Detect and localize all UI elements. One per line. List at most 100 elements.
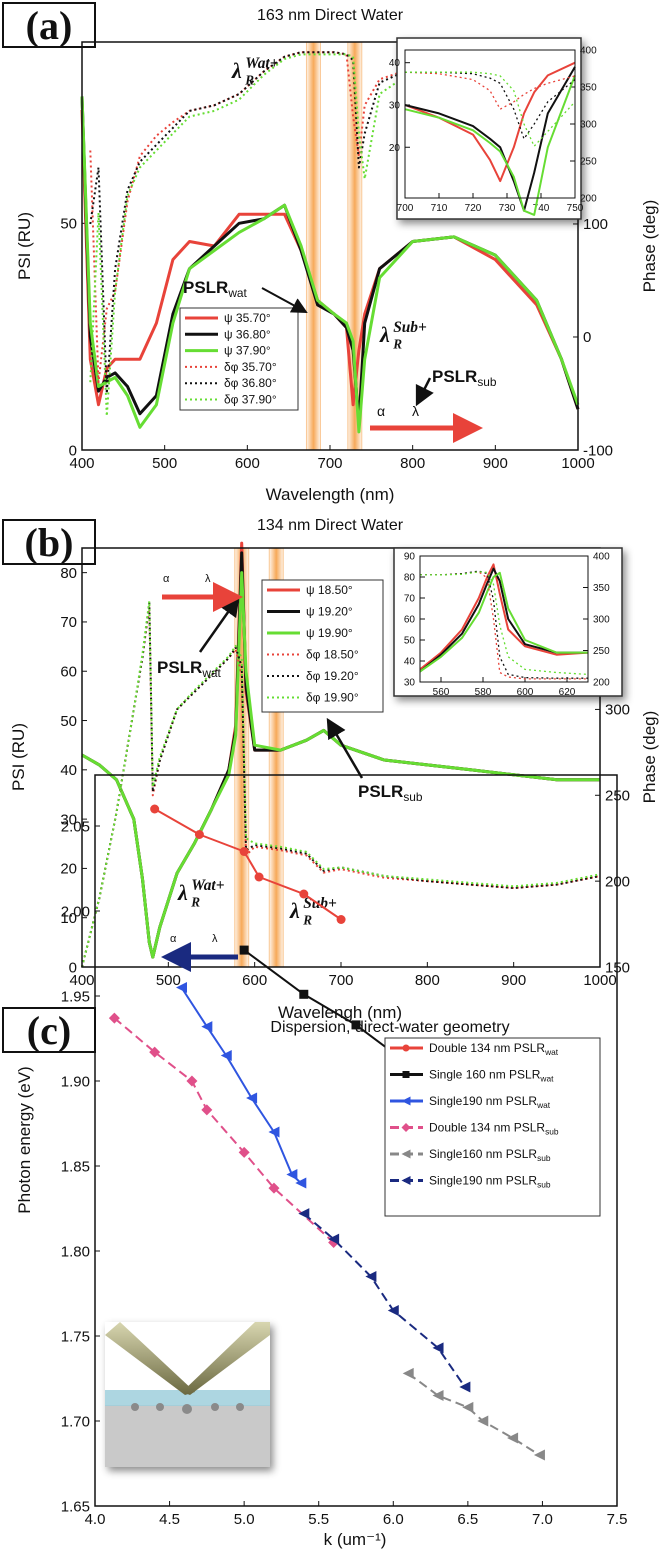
legend-label: δφ 19.20° (306, 669, 359, 683)
point (299, 989, 309, 999)
legend-name: ψ 37.90° (224, 344, 271, 358)
x-axis-label: Wavelength (nm) (266, 485, 395, 504)
y-tick-label: 2.00 (61, 903, 90, 920)
chart-panel: (b) 134 nm Direct Water Wavelengh (nm) PSI … (2, 517, 659, 1022)
y-tick-label: 70 (60, 614, 77, 631)
arrow (261, 287, 308, 313)
y-tick-label: 0 (69, 959, 77, 976)
annotation: λ (205, 573, 211, 585)
x-tick-label: 580 (475, 687, 492, 698)
annotation: λ (231, 58, 242, 83)
x-tick-label: 700 (328, 972, 353, 989)
arrow (415, 377, 434, 407)
legend-name: ψ 35.70° (224, 311, 271, 325)
legend-label: δφ 36.80° (224, 376, 277, 390)
x-tick-label: 4.5 (159, 1511, 180, 1528)
x-tick-label: 500 (152, 455, 177, 472)
x-tick-label: 600 (517, 687, 534, 698)
x-tick-label: 750 (567, 203, 584, 214)
legend-name-sub: wat (544, 1047, 559, 1057)
inset-chart: 560 580 600 620 30 40 50 60 70 80 90 200 250 300 350 40… (393, 547, 623, 698)
annotation-text: λ (289, 898, 300, 923)
annotation-sub: sub (403, 790, 423, 804)
plot-area (108, 804, 547, 1461)
legend-marker (402, 1071, 410, 1078)
y-tick-label: 1.90 (61, 1073, 90, 1090)
legend-label: ψ 18.50° (306, 583, 353, 597)
legend-name: Single160 nm PSLR (429, 1147, 537, 1161)
y-tick-label: 40 (404, 657, 416, 668)
y2-axis-label: Phase (deg) (640, 200, 659, 293)
legend-label: Single 160 nm PSLRwat (429, 1068, 554, 1084)
legend-label: ψ 37.90° (224, 344, 271, 358)
series-line (420, 571, 589, 676)
point (351, 1020, 361, 1030)
series-line (405, 71, 576, 140)
legend-label: Single160 nm PSLRsub (429, 1147, 551, 1163)
annotation-sup: Sub+ (393, 319, 427, 336)
legend-name: δφ 18.50° (306, 648, 359, 662)
y2-tick-label: 400 (593, 552, 610, 563)
point (150, 804, 160, 814)
annotation-text: α (377, 403, 385, 419)
panel-label: (c) (27, 1008, 71, 1053)
x-tick-label: 5.0 (234, 1511, 255, 1528)
illustration (105, 1322, 270, 1467)
legend-name: ψ 19.20° (306, 605, 353, 619)
y2-tick-label: 200 (593, 678, 610, 689)
series-line (419, 563, 589, 671)
chart-title: 134 nm Direct Water (257, 517, 404, 534)
y2-tick-label: 0 (583, 329, 591, 346)
legend-name: δφ 19.90° (306, 691, 359, 705)
y-tick-label: 30 (60, 811, 77, 828)
legend-label: ψ 36.80° (224, 327, 271, 341)
legend-name: Single190 nm PSLR (429, 1174, 537, 1188)
annotation: PSLRsub (358, 782, 423, 804)
series-line (419, 567, 588, 673)
legend-label: ψ 19.90° (306, 626, 353, 640)
y-tick-label: 1.75 (61, 1328, 90, 1345)
point (268, 1182, 280, 1194)
y-tick-label: 30 (389, 100, 401, 111)
annotation-text: λ (412, 403, 419, 419)
legend-label: Single190 nm PSLRsub (429, 1174, 551, 1190)
annotation-sub: R (190, 895, 200, 910)
y2-tick-label: 300 (580, 120, 597, 131)
annotation-text: PSLR (358, 782, 403, 801)
annotation: PSLRwat (157, 658, 222, 680)
annotation-sub: wat (201, 666, 221, 680)
arrow (326, 717, 364, 779)
legend-name-sub: wat (536, 1100, 551, 1110)
annotation: λ (177, 880, 188, 905)
y-tick-label: 1.95 (61, 988, 90, 1005)
point (432, 1342, 444, 1354)
point (533, 1449, 545, 1461)
point (462, 1401, 474, 1413)
x-tick-label: 730 (499, 203, 516, 214)
series-line (407, 1372, 540, 1456)
legend-marker (402, 1044, 410, 1052)
annotation: α (377, 403, 385, 419)
annotation-text: λ (177, 880, 188, 905)
annotation-text: λ (231, 58, 242, 83)
legend-name: Double 134 nm PSLR (429, 1121, 545, 1135)
legend-marker (401, 1123, 411, 1132)
x-tick-label: 6.0 (383, 1511, 404, 1528)
x-tick-label: 900 (501, 972, 526, 989)
y-tick-label: 50 (60, 713, 77, 730)
x-axis-label: Wavelengh (nm) (278, 1003, 402, 1022)
point (239, 945, 249, 955)
inset-frame (393, 547, 623, 697)
y-tick-label: 1.65 (61, 1498, 90, 1515)
series-line (154, 808, 342, 921)
y-axis-label: PSI (RU) (9, 723, 28, 791)
annotation: α (170, 933, 177, 945)
legend-name: δφ 19.20° (306, 669, 359, 683)
series-line (404, 75, 576, 216)
legend-name: Double 134 nm PSLR (429, 1041, 545, 1055)
y2-axis-label: Phase (deg) (640, 711, 659, 804)
point (108, 1012, 120, 1024)
x-tick-label: 6.5 (457, 1511, 478, 1528)
point (432, 1390, 444, 1401)
legend-label: ψ 35.70° (224, 311, 271, 325)
